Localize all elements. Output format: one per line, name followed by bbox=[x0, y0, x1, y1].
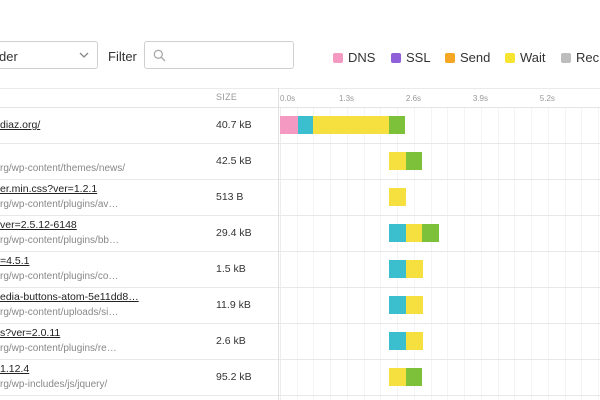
grid-line-minor bbox=[296, 106, 298, 400]
request-row[interactable]: er.min.css?ver=1.2.1 rg/wp-content/plugin… bbox=[0, 179, 600, 216]
waterfall-bar-receive bbox=[389, 116, 405, 134]
grid-line-minor bbox=[497, 106, 499, 400]
sort-select-value: der bbox=[0, 49, 18, 64]
waterfall-bar-dns bbox=[280, 116, 299, 134]
grid-line-minor bbox=[380, 106, 382, 400]
request-row[interactable]: ver=2.5.12-6148 rg/wp-content/plugins/bb…… bbox=[0, 215, 600, 252]
timeline-tick-label: 2.6s bbox=[405, 94, 422, 103]
grid-line-minor bbox=[346, 106, 348, 400]
toolbar: der Filter DNS SSL Send Wait Rec bbox=[0, 0, 600, 88]
request-size: 40.7 kB bbox=[216, 119, 252, 131]
request-name-link[interactable]: diaz.org/ bbox=[0, 119, 41, 131]
grid-line-minor bbox=[480, 106, 482, 400]
waterfall-bar-connect bbox=[298, 116, 314, 134]
request-name-link[interactable]: s?ver=2.0.11 bbox=[0, 327, 61, 339]
filter-input[interactable] bbox=[171, 45, 293, 67]
request-size: 2.6 kB bbox=[216, 335, 246, 347]
grid-line-minor bbox=[363, 106, 365, 400]
waterfall-bar-receive bbox=[421, 224, 439, 242]
request-row[interactable]: rg/wp-content/themes/news/42.5 kB bbox=[0, 143, 600, 180]
request-size: 29.4 kB bbox=[216, 227, 252, 239]
request-name-link[interactable]: =4.5.1 bbox=[0, 255, 30, 267]
column-divider bbox=[278, 88, 279, 400]
request-path: rg/wp-content/plugins/co… bbox=[0, 271, 119, 282]
timeline-tick-label: 5.2s bbox=[539, 94, 555, 103]
request-name-link[interactable]: 1.12.4 bbox=[0, 363, 30, 375]
grid-line-minor bbox=[564, 106, 566, 400]
request-size: 11.9 kB bbox=[216, 299, 251, 311]
legend-label-wait: Wait bbox=[520, 50, 546, 65]
grid-line-minor bbox=[581, 106, 583, 400]
legend-swatch-dns bbox=[333, 53, 343, 63]
request-name-link[interactable]: er.min.css?ver=1.2.1 bbox=[0, 183, 98, 195]
timeline-tick-label: 3.9s bbox=[472, 94, 488, 103]
grid-line-minor bbox=[531, 106, 533, 400]
waterfall-bar-wait bbox=[406, 296, 424, 314]
filter-label: Filter bbox=[108, 49, 137, 64]
waterfall-bar-wait bbox=[406, 260, 424, 278]
request-row[interactable]: diaz.org/40.7 kB bbox=[0, 107, 600, 144]
grid-line-minor bbox=[464, 106, 466, 400]
request-row[interactable]: =4.5.1 rg/wp-content/plugins/co… 1.5 kB bbox=[0, 251, 600, 288]
waterfall-bar-connect bbox=[389, 296, 407, 314]
grid-line-minor bbox=[547, 106, 549, 400]
legend-label-dns: DNS bbox=[348, 50, 376, 65]
legend-swatch-receive bbox=[561, 53, 571, 63]
waterfall-bar-wait bbox=[389, 368, 407, 386]
chevron-down-icon bbox=[79, 52, 89, 58]
request-path: rg/wp-content/plugins/bb… bbox=[0, 235, 119, 246]
waterfall-bar-receive bbox=[406, 368, 422, 386]
request-size: 42.5 kB bbox=[216, 155, 252, 167]
request-row[interactable]: edia-buttons-atom-5e11dd8… rg/wp-content/… bbox=[0, 287, 600, 324]
request-path: rg/wp-content/uploads/si… bbox=[0, 307, 119, 318]
request-path: rg/wp-content/themes/news/ bbox=[0, 163, 126, 174]
timeline-tick-label: 1.3s bbox=[338, 94, 355, 103]
grid-line-minor bbox=[413, 106, 415, 400]
waterfall-bar-wait bbox=[313, 116, 390, 134]
request-size: 1.5 kB bbox=[216, 263, 246, 275]
sort-select[interactable]: der bbox=[0, 41, 98, 69]
request-path: rg/wp-content/plugins/re… bbox=[0, 343, 117, 354]
waterfall-bar-receive bbox=[406, 152, 422, 170]
request-row[interactable]: s?ver=2.0.11 rg/wp-content/plugins/re… 2.6… bbox=[0, 323, 600, 360]
waterfall-bar-wait bbox=[389, 188, 407, 206]
request-path: rg/wp-includes/js/jquery/ bbox=[0, 379, 108, 390]
waterfall-bar-wait bbox=[406, 332, 424, 350]
grid-line-minor bbox=[397, 106, 399, 400]
filter-field[interactable] bbox=[144, 41, 294, 69]
grid-line-minor bbox=[313, 106, 315, 400]
column-header-size[interactable]: SIZE bbox=[216, 92, 238, 102]
grid-line-minor bbox=[514, 106, 516, 400]
table-header: SIZE 0.0s 1.3s 2.6s 3.9s 5.2s bbox=[0, 88, 600, 108]
grid-line-minor bbox=[330, 106, 332, 400]
waterfall-bar-connect bbox=[389, 332, 407, 350]
search-icon bbox=[153, 49, 166, 62]
request-name-link[interactable]: edia-buttons-atom-5e11dd8… bbox=[0, 291, 139, 303]
legend-swatch-ssl bbox=[391, 53, 401, 63]
timeline-tick-label: 0.0s bbox=[280, 94, 296, 103]
request-size: 513 B bbox=[216, 191, 244, 203]
legend-label-receive: Rec bbox=[576, 50, 600, 65]
legend-swatch-wait bbox=[505, 53, 515, 63]
waterfall-bar-connect bbox=[389, 260, 407, 278]
waterfall-bar-connect bbox=[389, 224, 407, 242]
request-name-link[interactable]: ver=2.5.12-6148 bbox=[0, 219, 77, 231]
request-row[interactable]: 1.12.4 rg/wp-includes/js/jquery/95.2 kB bbox=[0, 359, 600, 396]
grid-line bbox=[280, 88, 281, 400]
request-size: 95.2 kB bbox=[216, 371, 252, 383]
grid-line-minor bbox=[447, 106, 449, 400]
waterfall-bar-wait bbox=[389, 152, 407, 170]
legend-label-send: Send bbox=[460, 50, 491, 65]
legend-swatch-send bbox=[445, 53, 455, 63]
grid-line-minor bbox=[598, 106, 599, 400]
request-path: rg/wp-content/plugins/av… bbox=[0, 199, 119, 210]
waterfall-bar-wait bbox=[406, 224, 422, 242]
legend-label-ssl: SSL bbox=[406, 50, 431, 65]
grid-line-minor bbox=[430, 106, 432, 400]
